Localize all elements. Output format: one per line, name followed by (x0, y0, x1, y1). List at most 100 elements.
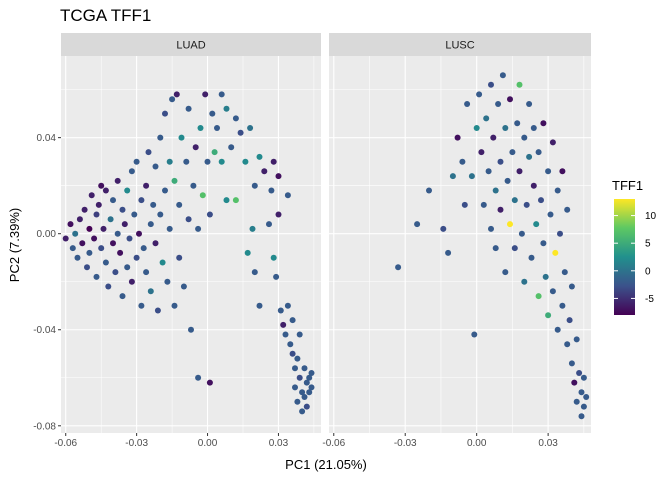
data-point (256, 153, 263, 160)
data-point (105, 283, 112, 290)
data-point (511, 197, 518, 204)
data-point (578, 389, 585, 396)
legend-label: -5 (645, 294, 654, 305)
data-point (490, 134, 497, 141)
data-point (74, 254, 81, 261)
data-point (114, 230, 121, 237)
data-point (112, 269, 119, 276)
data-point (521, 278, 528, 285)
data-point (492, 245, 499, 252)
data-point (514, 120, 521, 127)
y-tick-label: -0.04 (33, 325, 56, 336)
data-point (117, 249, 124, 256)
data-point (561, 269, 568, 276)
data-point (102, 187, 109, 194)
data-point (169, 96, 176, 103)
data-point (580, 374, 587, 381)
data-point (223, 197, 230, 204)
data-point (218, 91, 225, 98)
data-point (136, 230, 142, 237)
data-point (195, 374, 202, 381)
data-point (535, 293, 542, 300)
strip-label-lusc: LUSC (445, 40, 474, 52)
data-point (568, 360, 575, 367)
data-point (449, 173, 456, 180)
data-point (93, 211, 100, 218)
strip-label-luad: LUAD (176, 40, 205, 52)
data-point (93, 273, 100, 280)
data-point (138, 197, 145, 204)
data-point (275, 211, 282, 218)
data-point (502, 125, 509, 131)
data-point (270, 158, 277, 165)
data-point (289, 317, 296, 324)
data-point (157, 211, 164, 218)
data-point (573, 398, 580, 405)
data-point (190, 182, 197, 189)
data-point (268, 187, 275, 194)
x-tick-label: -0.03 (125, 438, 148, 449)
data-point (147, 221, 154, 228)
data-point (580, 403, 587, 410)
points-luad (62, 91, 315, 415)
data-point (185, 216, 192, 223)
data-point (530, 182, 537, 189)
data-point (185, 105, 192, 112)
data-point (502, 269, 509, 276)
data-point (526, 101, 533, 107)
data-point (209, 110, 216, 117)
data-point (152, 240, 159, 247)
data-point (549, 288, 556, 295)
data-point (535, 149, 542, 156)
data-point (284, 192, 291, 199)
data-point (559, 168, 566, 175)
data-point (547, 211, 554, 218)
x-tick-label: -0.06 (54, 438, 77, 449)
data-point (114, 177, 121, 184)
legend-label: 5 (645, 239, 651, 250)
data-point (79, 240, 86, 247)
data-point (549, 139, 556, 146)
data-point (251, 269, 258, 276)
data-point (166, 158, 173, 165)
data-point (530, 125, 537, 131)
data-point (162, 187, 168, 194)
data-point (251, 182, 258, 189)
data-point (568, 283, 575, 290)
grid-luad (61, 56, 321, 433)
x-tick-label: -0.03 (394, 438, 417, 449)
x-tick-label: 0.00 (198, 438, 218, 449)
data-point (206, 211, 213, 218)
data-point (126, 235, 133, 242)
facet-luad: LUAD (61, 33, 321, 433)
data-point (171, 302, 178, 309)
data-point (147, 288, 154, 295)
data-point (468, 173, 475, 180)
data-point (464, 101, 471, 107)
data-point (301, 394, 308, 400)
x-tick-label: 0.03 (269, 438, 289, 449)
data-point (497, 158, 504, 165)
data-point (98, 182, 105, 189)
data-point (564, 206, 571, 213)
x-axis: -0.06 -0.03 0.00 0.03 -0.06 -0.03 0.00 0.03 (54, 433, 558, 449)
data-point (128, 168, 135, 175)
data-point (199, 192, 206, 199)
data-point (228, 144, 235, 151)
data-point (76, 216, 83, 223)
data-point (86, 249, 93, 256)
data-point (306, 374, 313, 381)
data-point (178, 134, 185, 141)
legend-label: 10 (645, 211, 657, 222)
data-point (294, 355, 301, 362)
data-point (95, 201, 102, 208)
data-point (188, 326, 194, 333)
data-point (223, 105, 230, 112)
x-tick-label: 0.03 (538, 438, 558, 449)
data-point (277, 307, 284, 314)
data-point (303, 379, 310, 386)
data-point (552, 249, 559, 256)
data-point (143, 182, 150, 189)
data-point (121, 221, 128, 228)
data-point (249, 225, 256, 232)
